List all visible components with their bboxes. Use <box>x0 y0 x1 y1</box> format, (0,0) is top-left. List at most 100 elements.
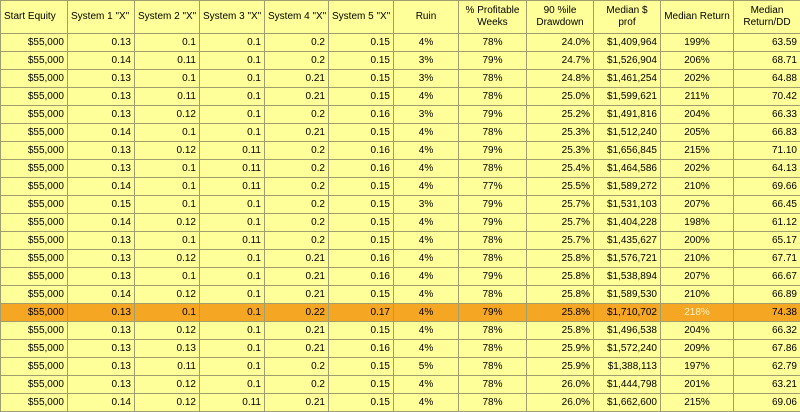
cell-system-2: 0.1 <box>135 124 200 142</box>
cell-return-dd: 66.67 <box>734 268 800 286</box>
cell-start-equity: $55,000 <box>1 214 68 232</box>
cell-median-return: 215% <box>661 142 734 160</box>
cell-system-3: 0.1 <box>200 196 265 214</box>
cell-system-1: 0.14 <box>68 52 135 70</box>
cell-drawdown: 25.9% <box>527 340 594 358</box>
cell-median-return: 218% <box>661 304 734 322</box>
cell-start-equity: $55,000 <box>1 88 68 106</box>
cell-system-1: 0.13 <box>68 160 135 178</box>
cell-system-3: 0.1 <box>200 250 265 268</box>
cell-system-5: 0.15 <box>329 178 394 196</box>
cell-system-4: 0.2 <box>265 376 329 394</box>
cell-system-4: 0.2 <box>265 232 329 250</box>
cell-profitable-weeks: 79% <box>459 196 527 214</box>
cell-system-4: 0.21 <box>265 124 329 142</box>
cell-return-dd: 61.12 <box>734 214 800 232</box>
cell-system-4: 0.2 <box>265 178 329 196</box>
cell-start-equity: $55,000 <box>1 106 68 124</box>
cell-system-5: 0.17 <box>329 304 394 322</box>
cell-median-return: 207% <box>661 268 734 286</box>
cell-ruin: 3% <box>394 106 459 124</box>
cell-system-3: 0.1 <box>200 214 265 232</box>
cell-system-1: 0.13 <box>68 358 135 376</box>
cell-profitable-weeks: 79% <box>459 214 527 232</box>
cell-system-5: 0.16 <box>329 160 394 178</box>
cell-profitable-weeks: 78% <box>459 232 527 250</box>
cell-profitable-weeks: 78% <box>459 250 527 268</box>
cell-system-4: 0.21 <box>265 250 329 268</box>
cell-system-2: 0.12 <box>135 214 200 232</box>
cell-system-2: 0.12 <box>135 322 200 340</box>
cell-system-3: 0.1 <box>200 376 265 394</box>
cell-profitable-weeks: 78% <box>459 340 527 358</box>
cell-system-2: 0.1 <box>135 178 200 196</box>
col-header-system-4: System 4 "X" <box>265 1 329 34</box>
cell-median-return: 207% <box>661 196 734 214</box>
cell-drawdown: 24.8% <box>527 70 594 88</box>
col-header-drawdown: 90 %ile Drawdown <box>527 1 594 34</box>
cell-drawdown: 25.8% <box>527 250 594 268</box>
cell-median-return: 202% <box>661 160 734 178</box>
cell-median-profit: $1,589,530 <box>594 286 661 304</box>
cell-drawdown: 25.4% <box>527 160 594 178</box>
cell-profitable-weeks: 78% <box>459 358 527 376</box>
cell-system-2: 0.12 <box>135 376 200 394</box>
cell-ruin: 4% <box>394 340 459 358</box>
cell-median-return: 215% <box>661 394 734 412</box>
cell-system-1: 0.13 <box>68 70 135 88</box>
cell-median-profit: $1,409,964 <box>594 34 661 52</box>
cell-median-profit: $1,572,240 <box>594 340 661 358</box>
cell-start-equity: $55,000 <box>1 250 68 268</box>
cell-system-5: 0.15 <box>329 232 394 250</box>
cell-system-3: 0.1 <box>200 340 265 358</box>
cell-system-4: 0.21 <box>265 394 329 412</box>
cell-return-dd: 69.06 <box>734 394 800 412</box>
cell-median-return: 202% <box>661 70 734 88</box>
cell-system-4: 0.2 <box>265 214 329 232</box>
cell-median-profit: $1,599,621 <box>594 88 661 106</box>
cell-system-1: 0.13 <box>68 322 135 340</box>
cell-profitable-weeks: 79% <box>459 52 527 70</box>
cell-drawdown: 24.7% <box>527 52 594 70</box>
cell-system-2: 0.1 <box>135 70 200 88</box>
cell-system-2: 0.12 <box>135 250 200 268</box>
cell-system-1: 0.13 <box>68 340 135 358</box>
cell-median-return: 210% <box>661 286 734 304</box>
cell-median-profit: $1,491,816 <box>594 106 661 124</box>
cell-drawdown: 25.8% <box>527 268 594 286</box>
cell-profitable-weeks: 78% <box>459 322 527 340</box>
cell-return-dd: 63.21 <box>734 376 800 394</box>
cell-system-1: 0.14 <box>68 286 135 304</box>
cell-return-dd: 67.86 <box>734 340 800 358</box>
cell-median-profit: $1,388,113 <box>594 358 661 376</box>
cell-ruin: 4% <box>394 250 459 268</box>
cell-system-4: 0.2 <box>265 358 329 376</box>
cell-start-equity: $55,000 <box>1 286 68 304</box>
cell-system-2: 0.12 <box>135 394 200 412</box>
cell-start-equity: $55,000 <box>1 268 68 286</box>
cell-system-5: 0.15 <box>329 322 394 340</box>
cell-drawdown: 26.0% <box>527 394 594 412</box>
cell-system-1: 0.13 <box>68 250 135 268</box>
cell-return-dd: 69.66 <box>734 178 800 196</box>
cell-system-2: 0.12 <box>135 106 200 124</box>
cell-ruin: 3% <box>394 70 459 88</box>
cell-profitable-weeks: 79% <box>459 106 527 124</box>
cell-median-profit: $1,538,894 <box>594 268 661 286</box>
cell-median-return: 204% <box>661 106 734 124</box>
cell-median-return: 211% <box>661 88 734 106</box>
cell-start-equity: $55,000 <box>1 340 68 358</box>
cell-start-equity: $55,000 <box>1 142 68 160</box>
cell-system-2: 0.1 <box>135 232 200 250</box>
cell-return-dd: 62.79 <box>734 358 800 376</box>
